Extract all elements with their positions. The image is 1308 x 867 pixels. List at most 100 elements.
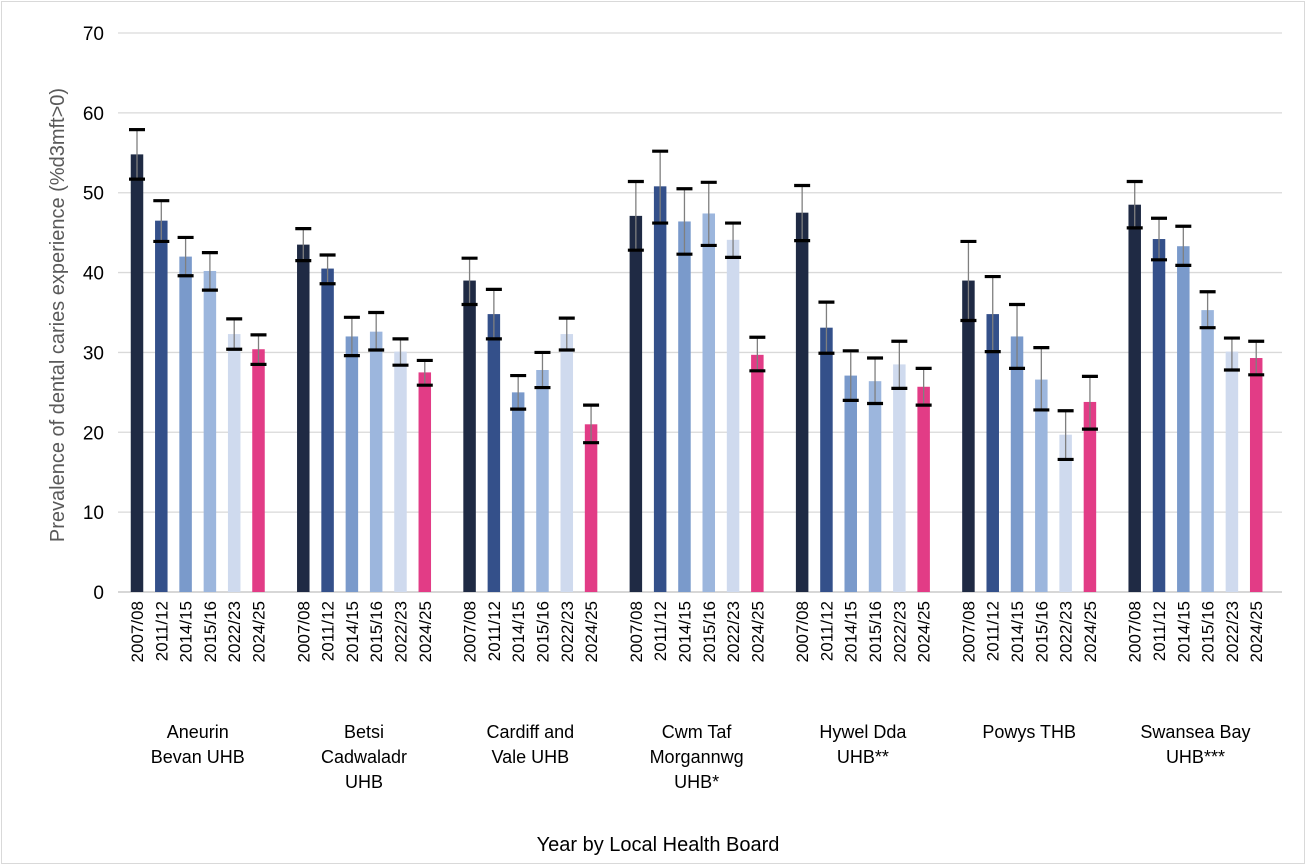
bar xyxy=(179,256,192,592)
bar xyxy=(203,270,217,592)
error-bar xyxy=(1126,179,1143,230)
error-bar xyxy=(250,333,267,367)
bar xyxy=(418,372,432,592)
x-group-label: UHB*** xyxy=(1166,747,1225,767)
x-tick-year-label: 2022/23 xyxy=(225,601,244,662)
error-bar xyxy=(485,287,502,341)
bar xyxy=(560,334,574,592)
error-bar xyxy=(368,310,385,352)
y-tick-label: 60 xyxy=(83,104,104,125)
error-bar xyxy=(818,300,835,355)
x-tick-year-label: 2024/25 xyxy=(1247,601,1266,662)
error-bar xyxy=(177,235,194,278)
error-bar xyxy=(794,183,811,243)
x-group-label: Hywel Dda xyxy=(819,722,907,742)
x-axis-label: Year by Local Health Board xyxy=(537,834,780,856)
x-tick-year-label: 2011/12 xyxy=(984,601,1003,661)
bar xyxy=(584,424,598,592)
bar xyxy=(252,349,265,592)
bar xyxy=(629,215,643,592)
bar xyxy=(1249,358,1263,592)
error-bar xyxy=(915,366,932,407)
error-bar xyxy=(676,187,693,256)
bar xyxy=(130,154,144,592)
bar xyxy=(511,392,525,592)
bar xyxy=(653,186,667,592)
error-bar xyxy=(842,349,859,402)
error-bar xyxy=(343,315,360,358)
x-group-label: Cardiff and xyxy=(486,722,574,742)
error-bar xyxy=(129,128,145,181)
x-tick-year-label: 2015/16 xyxy=(866,601,885,662)
bar xyxy=(1201,310,1214,592)
bar xyxy=(844,375,857,592)
bar xyxy=(1177,246,1190,592)
bar xyxy=(702,213,716,592)
bar xyxy=(1152,239,1166,592)
bar xyxy=(868,381,882,592)
bar xyxy=(369,331,383,592)
error-bar xyxy=(583,403,600,445)
x-group-label: Vale UHB xyxy=(491,747,569,767)
x-group-label: Morgannwg xyxy=(650,747,744,767)
x-tick-year-label: 2024/25 xyxy=(1081,601,1100,662)
x-tick-year-label: 2007/08 xyxy=(793,601,812,662)
y-tick-label: 10 xyxy=(83,503,104,524)
bar xyxy=(536,369,549,592)
x-group-label: Bevan UHB xyxy=(151,747,245,767)
y-tick-label: 70 xyxy=(83,24,104,45)
x-tick-year-label: 2011/12 xyxy=(485,601,504,661)
error-bars xyxy=(129,128,1265,462)
error-bar xyxy=(984,274,1001,354)
x-tick-year-label: 2022/23 xyxy=(1223,601,1242,662)
gridlines xyxy=(118,32,1282,513)
x-tick-year-label: 2015/16 xyxy=(1032,601,1051,662)
x-tick-year-label: 2022/23 xyxy=(391,601,410,662)
bar xyxy=(678,221,691,592)
error-bar xyxy=(867,356,884,406)
bar xyxy=(726,239,740,592)
x-tick-year-label: 2024/25 xyxy=(416,601,435,662)
error-bar xyxy=(1151,216,1168,262)
x-tick-year-label: 2007/08 xyxy=(627,601,646,662)
error-bar xyxy=(960,239,977,323)
x-group-label: Swansea Bay xyxy=(1140,722,1250,742)
x-tick-year-label: 2024/25 xyxy=(915,601,934,662)
error-bar xyxy=(558,316,575,352)
error-bar xyxy=(1199,290,1216,330)
error-bar xyxy=(749,335,766,373)
bar xyxy=(795,212,809,592)
x-group-label: Betsi xyxy=(344,722,384,742)
bar xyxy=(394,351,407,592)
error-bar xyxy=(700,180,717,248)
bar xyxy=(751,354,764,592)
x-tick-year-label: 2011/12 xyxy=(319,601,338,661)
bar xyxy=(227,334,241,592)
y-tick-label: 20 xyxy=(83,423,104,444)
bar xyxy=(1059,434,1072,592)
bar xyxy=(321,268,334,592)
x-axis: 2007/08 2011/12 2014/15 2015/16 2022/23 2024/… xyxy=(128,601,1266,792)
x-tick-year-label: 2024/25 xyxy=(748,601,767,662)
error-bar xyxy=(725,221,742,259)
bar xyxy=(297,244,310,592)
error-bar xyxy=(1057,409,1074,462)
error-bar xyxy=(295,227,312,263)
bar xyxy=(962,280,975,592)
error-bar xyxy=(319,253,336,286)
error-bar xyxy=(627,179,644,252)
error-bar xyxy=(416,358,433,387)
error-bar xyxy=(1009,302,1026,370)
error-bar xyxy=(891,339,908,390)
bar xyxy=(1010,336,1024,592)
x-group-label: Powys THB xyxy=(982,722,1076,742)
x-group-label: UHB xyxy=(345,772,383,792)
x-tick-year-label: 2015/16 xyxy=(1199,601,1218,662)
x-tick-year-label: 2011/12 xyxy=(651,601,670,661)
error-bar xyxy=(652,149,669,225)
bar xyxy=(487,314,501,592)
x-tick-year-label: 2015/16 xyxy=(533,601,552,662)
x-tick-year-label: 2007/08 xyxy=(461,601,480,662)
